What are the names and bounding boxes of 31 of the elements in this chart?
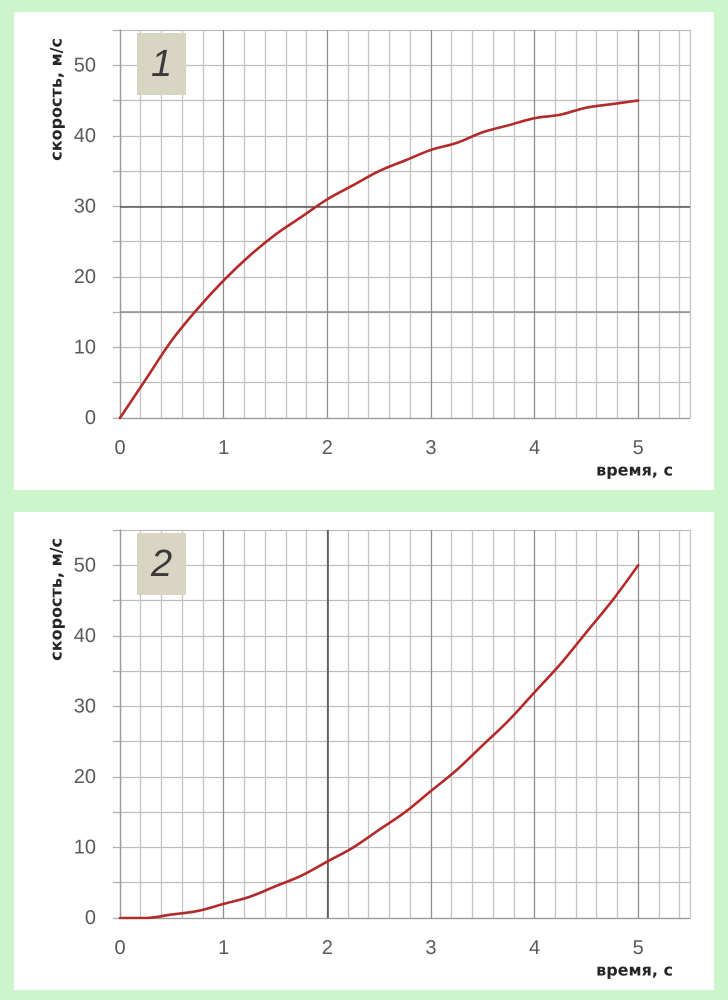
x-tick-label: 4 [528, 437, 540, 459]
x-axis-title: время, с [596, 460, 673, 480]
x-tick-label: 1 [218, 937, 230, 959]
x-tick-label: 4 [528, 937, 540, 959]
y-tick-label: 30 [74, 695, 96, 718]
chart-title: 2 [150, 543, 172, 585]
x-tick-label: 2 [322, 437, 333, 459]
y-tick-label: 10 [74, 836, 96, 858]
y-tick-label: 30 [74, 195, 96, 218]
x-tick-label: 2 [322, 937, 333, 959]
y-tick-label: 50 [74, 54, 96, 76]
y-tick-label: 0 [84, 907, 96, 929]
x-tick-label: 3 [425, 937, 436, 959]
y-tick-label: 20 [74, 266, 96, 288]
line-series [118, 99, 640, 420]
y-tick-label: 0 [84, 407, 96, 429]
y-tick-label: 40 [74, 624, 96, 647]
x-tick-label: 3 [425, 437, 436, 459]
x-tick-label: 1 [218, 437, 230, 459]
y-tick-label: 50 [74, 554, 96, 576]
y-axis-title: скорость, м/с [46, 538, 66, 661]
chart-title: 1 [151, 43, 172, 85]
x-tick-label: 5 [632, 437, 644, 459]
y-tick-label: 40 [74, 124, 96, 147]
x-tick-label: 0 [114, 437, 126, 459]
x-axis-title: время, с [596, 960, 673, 980]
y-tick-label: 20 [74, 766, 96, 788]
y-tick-label: 10 [74, 336, 96, 358]
x-tick-label: 0 [114, 937, 126, 959]
y-axis-title: скорость, м/с [46, 38, 66, 161]
x-tick-label: 5 [632, 937, 644, 959]
